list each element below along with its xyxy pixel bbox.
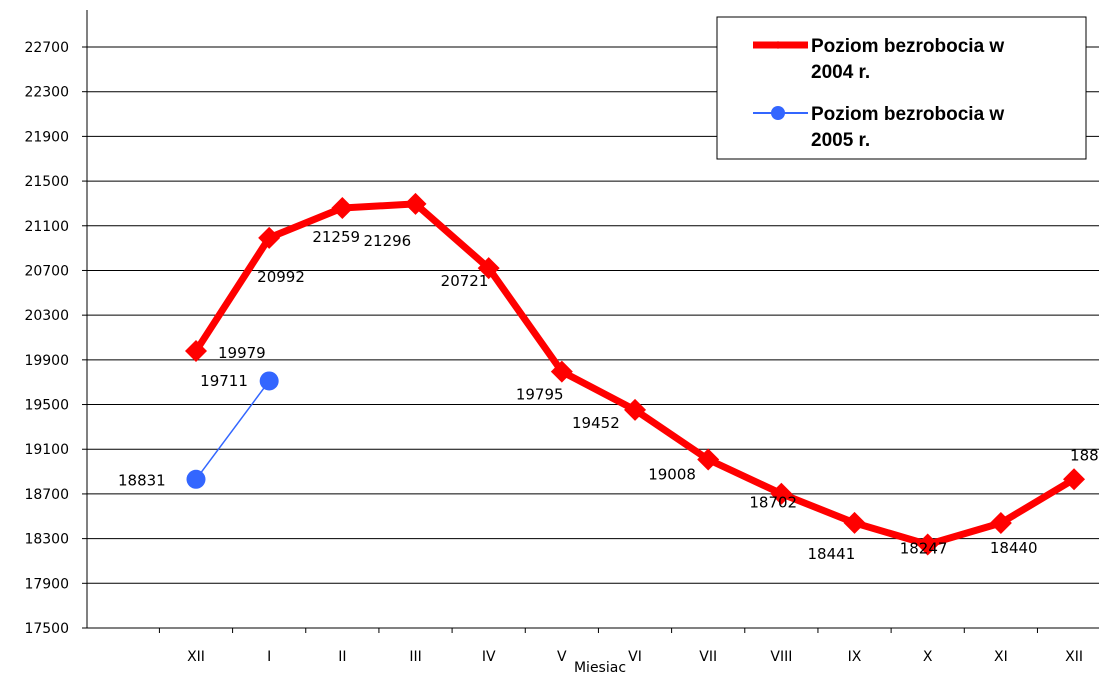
legend-item-2004: Poziom bezrobocia w 2004 r. [753,36,1004,83]
x-tick-label: I [267,649,271,665]
x-tick-label: XI [994,649,1008,665]
series-line-0 [193,200,1076,548]
data-point [697,448,720,471]
x-tick-label: XII [1065,649,1083,665]
x-axis-title: Miesiac [574,660,626,674]
data-label: 18441 [808,545,856,563]
x-tick-label: III [409,649,421,665]
data-point [259,371,279,391]
x-tick-label: XII [187,649,205,665]
data-label: 18702 [749,494,797,512]
data-point [843,511,866,534]
y-tick-label: 19500 [24,398,69,414]
y-tick-label: 20300 [24,308,69,324]
x-tick-label: X [923,649,933,665]
series-line-1 [195,380,270,480]
legend-label-2004-line1: Poziom bezrobocia w [811,36,1004,57]
data-point [186,469,206,489]
data-point [331,197,354,220]
y-tick-label: 21500 [24,174,69,190]
data-point [1063,468,1086,491]
y-tick-label: 21100 [24,219,69,235]
y-tick-label: 20700 [24,263,69,279]
y-tick-label: 17500 [24,621,69,637]
data-label: 19452 [572,414,620,432]
data-point [989,511,1012,534]
data-point [404,192,427,215]
data-point [550,360,573,383]
legend-label-2005-line2: 2005 r. [811,130,870,151]
y-tick-label: 22300 [24,85,69,101]
data-label: 19711 [200,372,248,390]
data-label: 18831 [118,471,166,489]
data-label: 21296 [364,232,412,250]
y-tick-label: 17900 [24,576,69,592]
legend-label-2004-line2: 2004 r. [811,62,870,83]
data-point [770,482,793,505]
data-point [477,257,500,280]
x-tick-label: VI [628,649,642,665]
data-label: 20721 [441,272,489,290]
y-tick-label: 21900 [24,129,69,145]
x-tick-label: IX [848,649,862,665]
data-label: 18440 [990,539,1038,557]
x-tick-label: VII [699,649,717,665]
y-tick-label: 19900 [24,353,69,369]
data-label: 18831 [1070,446,1099,464]
legend-marker-2004 [774,41,782,49]
data-label: 19008 [648,466,696,484]
x-tick-label: IV [482,649,496,665]
data-label: 19795 [516,386,564,404]
x-tick-label: II [338,649,346,665]
series-1 [186,371,279,489]
y-tick-label: 19100 [24,442,69,458]
y-tick-label: 18700 [24,487,69,503]
data-labels: 19979 20992 21259 21296 20721 19795 19452 19008… [118,228,1099,563]
series-0 [185,192,1086,556]
legend-box [716,16,1087,160]
y-tick-label: 18300 [24,532,69,548]
x-tick-label: VIII [770,649,792,665]
data-point [185,340,207,363]
legend-marker-2005 [771,106,785,120]
x-tick-label: V [557,649,567,665]
data-label: 19979 [218,344,266,362]
data-label: 18247 [900,540,948,558]
data-label: 21259 [312,228,360,246]
legend-item-2005: Poziom bezrobocia w 2005 r. [753,104,1004,151]
data-label: 20992 [257,268,305,286]
series-layer [185,192,1086,556]
x-axis: XII I II III IV V VI VII VIII IX X XI XII [158,628,1083,665]
y-axis: 17500 17900 18300 18700 19100 19500 19900 20300… [24,10,88,637]
y-tick-label: 22700 [24,40,69,56]
data-point [258,226,281,249]
legend-label-2005-line1: Poziom bezrobocia w [811,104,1004,125]
data-point [916,533,939,556]
legend: Poziom bezrobocia w 2004 r. Poziom bezro… [716,16,1087,160]
data-point [624,398,647,421]
